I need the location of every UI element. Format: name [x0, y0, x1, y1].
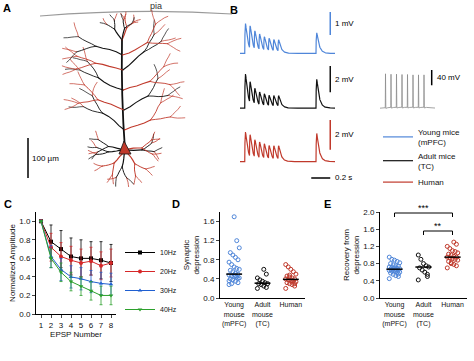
svg-text:40 mV: 40 mV — [437, 73, 461, 82]
svg-text:Normalized Amplitude: Normalized Amplitude — [8, 224, 17, 302]
svg-text:Adultmouse(TC): Adultmouse(TC) — [252, 301, 273, 327]
svg-text:0.4: 0.4 — [203, 275, 215, 284]
svg-text:2 mV: 2 mV — [335, 130, 354, 139]
svg-text:8: 8 — [109, 321, 114, 330]
svg-text:E: E — [324, 198, 331, 210]
svg-text:C: C — [4, 198, 12, 210]
svg-text:5: 5 — [79, 321, 84, 330]
svg-text:1.6: 1.6 — [363, 225, 375, 234]
svg-text:0.0: 0.0 — [19, 310, 31, 319]
svg-text:Youngmouse(mPFC): Youngmouse(mPFC) — [222, 301, 247, 327]
svg-text:Human: Human — [280, 301, 303, 308]
svg-text:pia: pia — [150, 1, 162, 11]
svg-text:***: *** — [418, 203, 429, 213]
svg-text:1 mV: 1 mV — [335, 19, 354, 28]
svg-text:Adultmouse(TC): Adultmouse(TC) — [413, 301, 434, 327]
svg-text:100 µm: 100 µm — [32, 154, 59, 163]
svg-text:0.2: 0.2 — [19, 291, 31, 300]
svg-text:B: B — [230, 4, 238, 16]
svg-text:0.2 s: 0.2 s — [335, 173, 352, 182]
svg-text:0.6: 0.6 — [19, 254, 31, 263]
svg-text:40Hz: 40Hz — [160, 306, 177, 313]
svg-text:30Hz: 30Hz — [160, 287, 177, 294]
svg-text:Young mice(mPFC): Young mice(mPFC) — [418, 128, 460, 147]
svg-text:Recovery fromdepression: Recovery fromdepression — [342, 229, 361, 281]
svg-text:0.8: 0.8 — [203, 256, 215, 265]
svg-text:4: 4 — [69, 321, 74, 330]
svg-text:Synapticdepression: Synapticdepression — [182, 235, 201, 274]
svg-text:2 mV: 2 mV — [335, 75, 354, 84]
svg-text:2.0: 2.0 — [363, 208, 375, 217]
svg-text:7: 7 — [99, 321, 104, 330]
svg-text:**: ** — [434, 221, 442, 231]
svg-text:Human: Human — [418, 178, 444, 187]
svg-text:EPSP Number: EPSP Number — [50, 330, 102, 339]
svg-text:6: 6 — [89, 321, 94, 330]
svg-text:Human: Human — [441, 301, 464, 308]
svg-text:0.4: 0.4 — [19, 273, 31, 282]
svg-text:20Hz: 20Hz — [160, 268, 177, 275]
svg-text:1: 1 — [39, 321, 44, 330]
svg-text:A: A — [3, 2, 11, 14]
svg-text:3: 3 — [59, 321, 64, 330]
svg-text:1.2: 1.2 — [363, 242, 375, 251]
svg-text:Adult mice(TC): Adult mice(TC) — [418, 152, 456, 171]
svg-text:0.0: 0.0 — [203, 294, 215, 303]
svg-text:0.8: 0.8 — [363, 259, 375, 268]
svg-text:D: D — [172, 198, 180, 210]
svg-text:0.0: 0.0 — [363, 294, 375, 303]
svg-text:0.8: 0.8 — [19, 236, 31, 245]
svg-text:Youngmouse(mPFC): Youngmouse(mPFC) — [382, 301, 407, 327]
svg-text:1.0: 1.0 — [19, 217, 31, 226]
svg-text:2: 2 — [49, 321, 54, 330]
svg-text:10Hz: 10Hz — [160, 249, 177, 256]
svg-text:0.4: 0.4 — [363, 277, 375, 286]
svg-text:1.6: 1.6 — [203, 217, 215, 226]
svg-text:1.2: 1.2 — [203, 236, 215, 245]
